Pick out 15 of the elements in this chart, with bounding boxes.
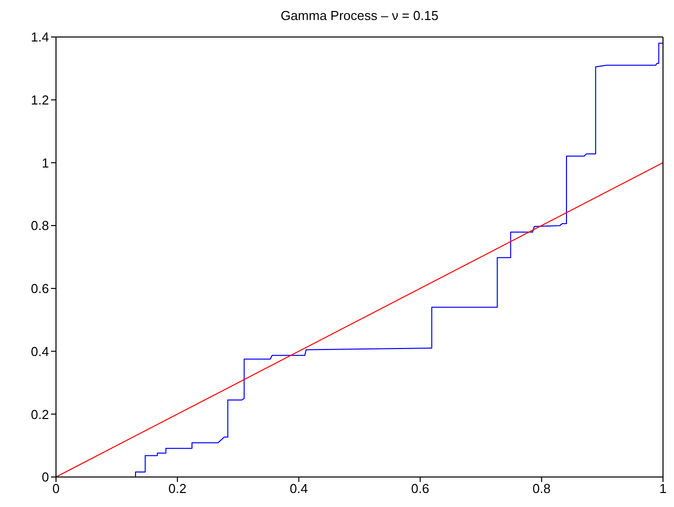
y-tick-label: 0.6 bbox=[30, 281, 49, 296]
y-tick-label: 0.4 bbox=[30, 344, 49, 359]
x-tick-label: 0 bbox=[52, 481, 60, 496]
y-tick-label: 1 bbox=[42, 155, 49, 170]
x-tick-label: 0.4 bbox=[290, 481, 308, 496]
y-tick-label: 0.2 bbox=[30, 406, 49, 422]
chart-title: Gamma Process – ν = 0.15 bbox=[280, 8, 440, 23]
x-tick-label: 0.8 bbox=[532, 481, 551, 496]
y-tick-label: 1.4 bbox=[30, 30, 49, 45]
x-tick-label: 0.6 bbox=[411, 481, 430, 496]
x-tick-label: 0.2 bbox=[168, 481, 186, 496]
y-tick-label: 1.2 bbox=[30, 92, 49, 108]
y-tick-label: 0 bbox=[42, 470, 49, 485]
x-tick-label: 1 bbox=[659, 481, 667, 496]
y-tick-label: 0.8 bbox=[30, 218, 49, 234]
